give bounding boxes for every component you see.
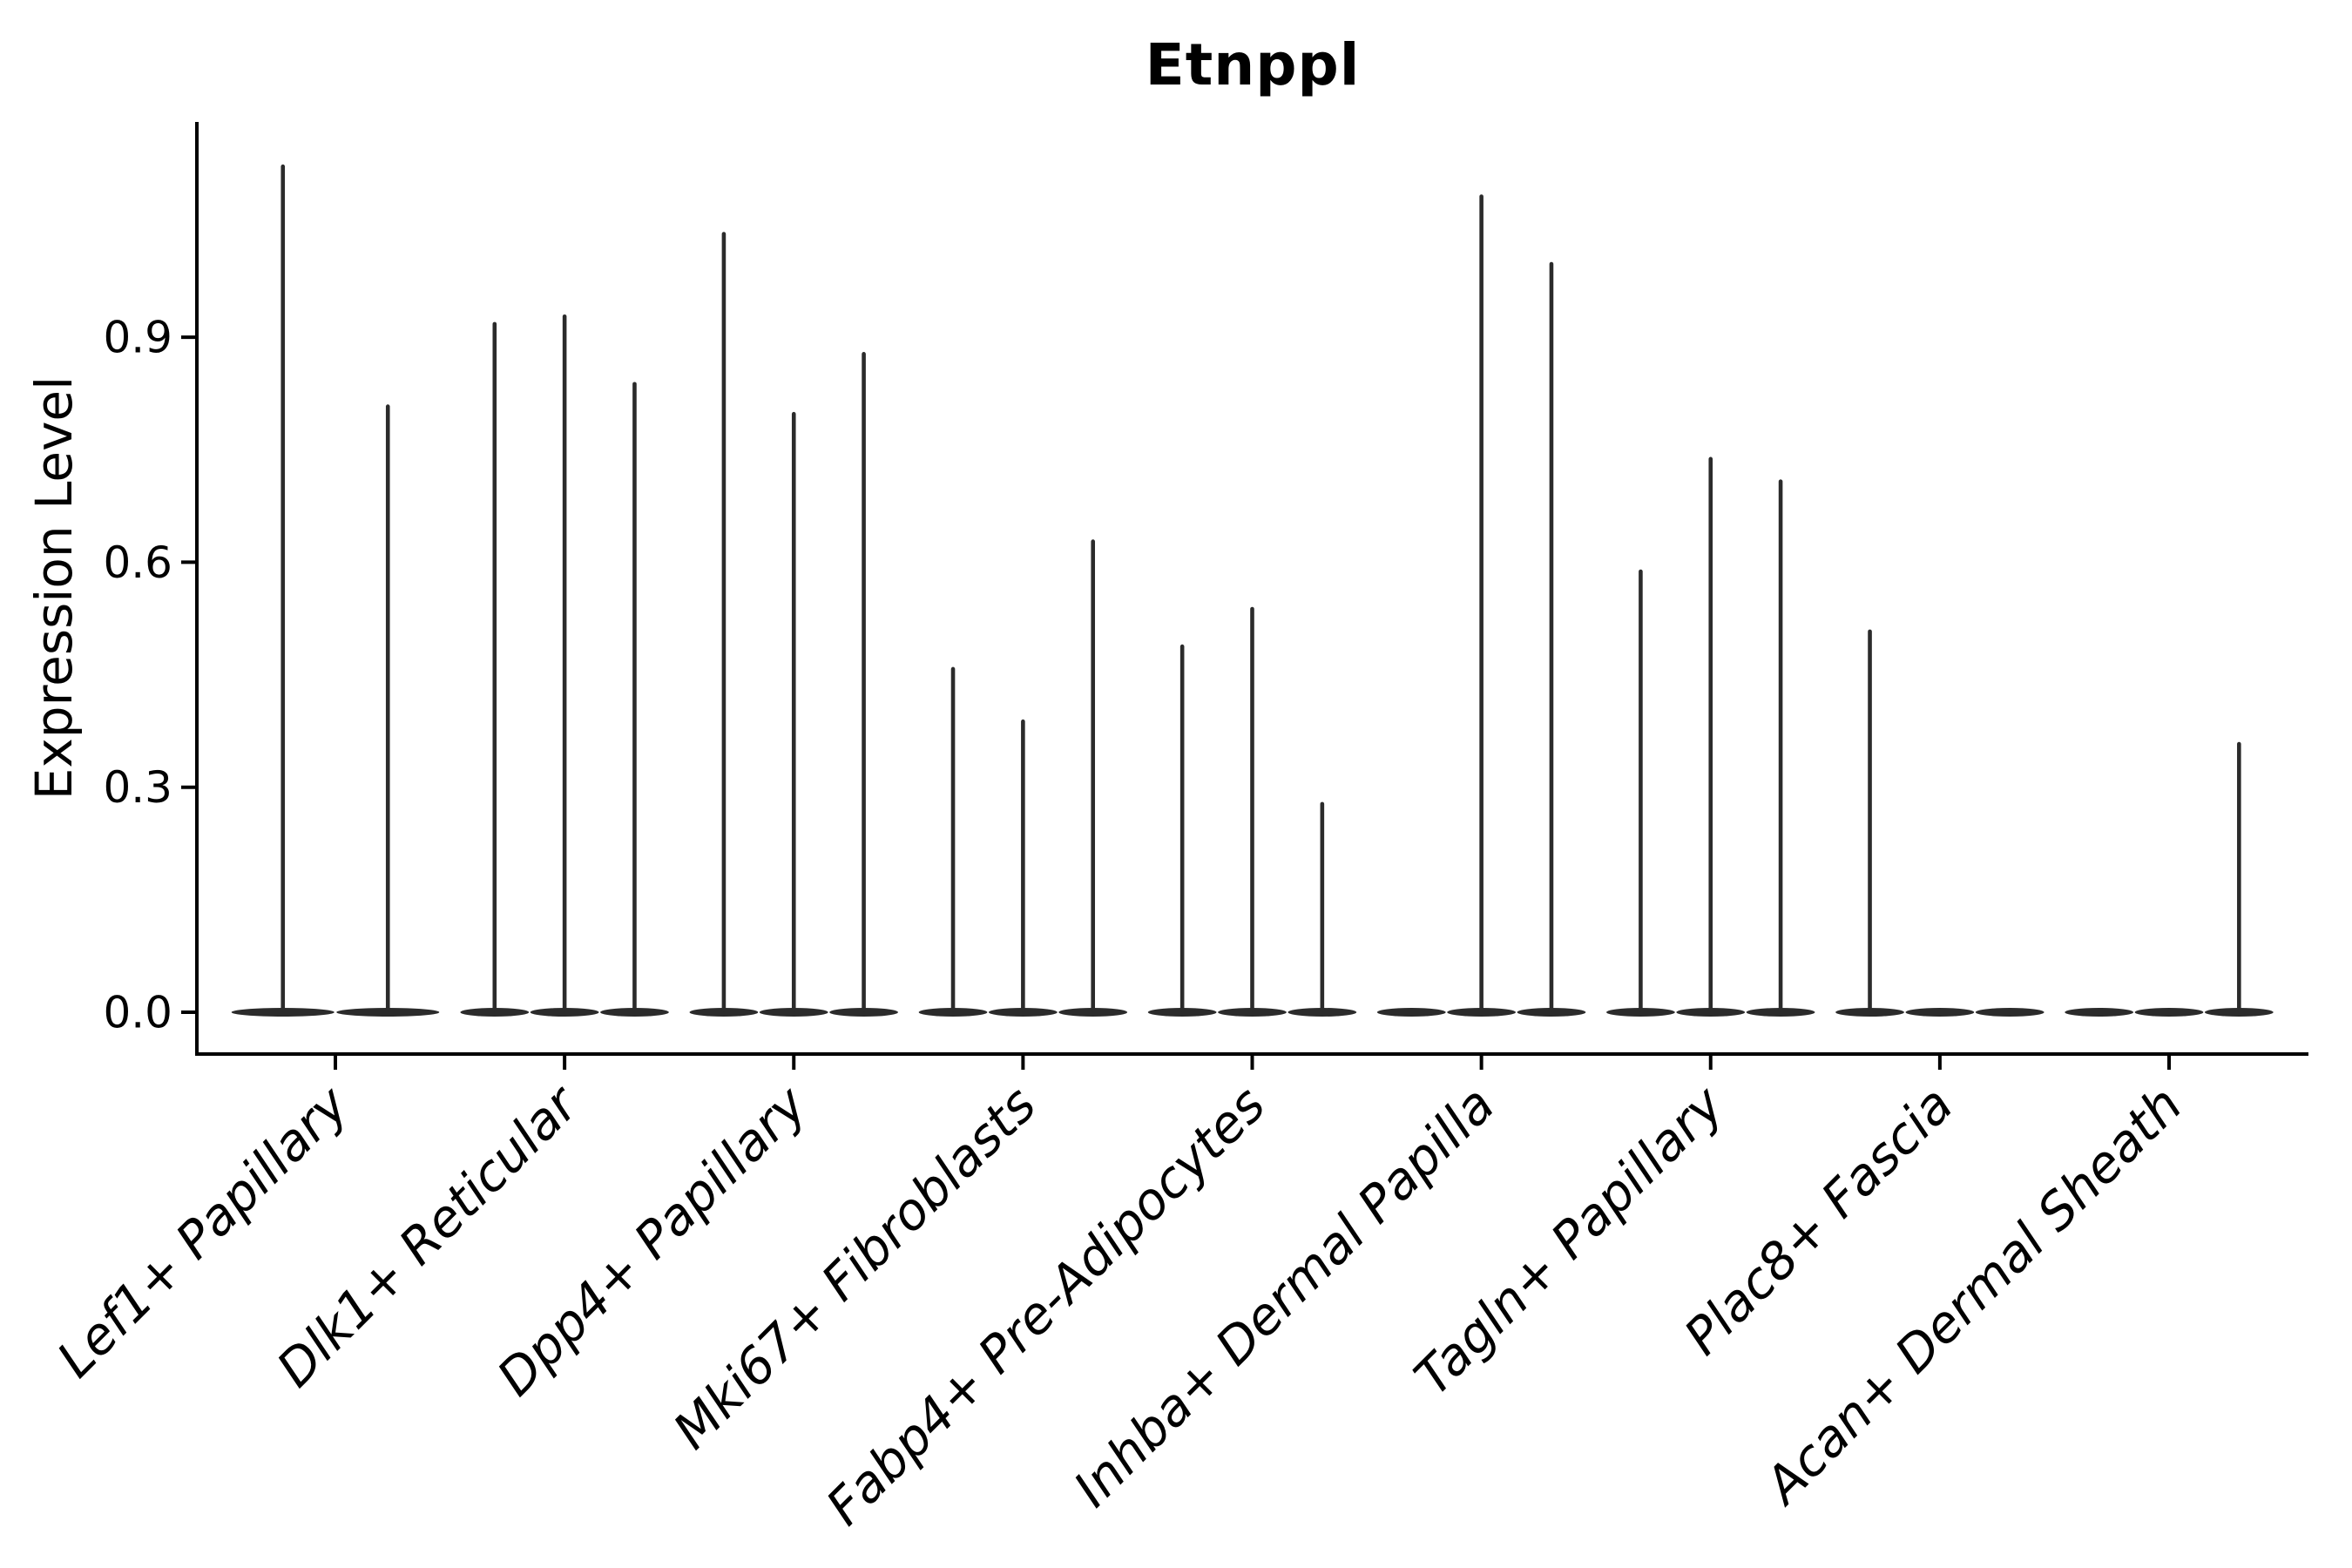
violin-base <box>1288 1008 1357 1017</box>
violin-base <box>1746 1008 1815 1017</box>
violin-base <box>2065 1008 2134 1017</box>
x-tick-label: Acan+ Dermal Sheath <box>1751 1075 2193 1517</box>
violin-base <box>759 1008 828 1017</box>
violin-base <box>1447 1008 1516 1017</box>
violin-base <box>530 1008 599 1017</box>
violin-base <box>689 1008 759 1017</box>
violin-base <box>1835 1008 1904 1017</box>
violin-base <box>1376 1008 1446 1017</box>
y-tick-label: 0.3 <box>103 762 172 813</box>
violin-base <box>600 1008 669 1017</box>
violin-base <box>1975 1008 2044 1017</box>
violin-base <box>1058 1008 1128 1017</box>
violin-base <box>1905 1008 1975 1017</box>
plot-title: Etnppl <box>1145 31 1361 98</box>
violin-base <box>1676 1008 1746 1017</box>
violin-base <box>1147 1008 1217 1017</box>
violin-base <box>1606 1008 1675 1017</box>
y-tick-label: 0.9 <box>103 313 172 363</box>
violin-base <box>1218 1008 1287 1017</box>
violin-base <box>231 1008 335 1017</box>
violin-base <box>989 1008 1058 1017</box>
violin-base <box>2204 1008 2274 1017</box>
x-tick-label: Fabp4+ Pre-Adipocytes <box>814 1075 1276 1537</box>
violin-base <box>918 1008 988 1017</box>
violin-base <box>829 1008 898 1017</box>
violin-base <box>460 1008 530 1017</box>
x-tick-label: Inhba+ Dermal Papilla <box>1062 1075 1505 1518</box>
y-tick-label: 0.6 <box>103 537 172 588</box>
violin-base <box>2134 1008 2204 1017</box>
y-tick-label: 0.0 <box>103 988 172 1038</box>
violin-base <box>1517 1008 1586 1017</box>
violin-base <box>336 1008 440 1017</box>
